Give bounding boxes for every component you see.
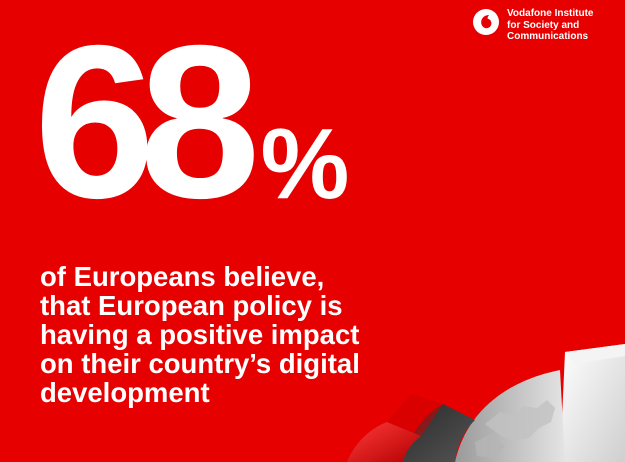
brand-name: Vodafone Institute for Society and Commu… <box>507 8 611 43</box>
stat-percent-sign: % <box>260 108 350 220</box>
statement-text: of Europeans believe, that European poli… <box>40 262 420 407</box>
statement-line: of Europeans believe, <box>40 261 325 292</box>
stat-number: 68 <box>34 1 261 244</box>
brand-name-line: for Society and <box>507 19 580 31</box>
europe-globe-3d-icon <box>325 342 625 462</box>
statement-line: on their country’s digital <box>40 348 360 379</box>
statement-line: having a positive impact <box>40 319 360 350</box>
brand-name-line: Communications <box>507 31 589 42</box>
headline-stat: 68 % <box>34 1 350 244</box>
statement-line: development <box>40 377 210 408</box>
vodafone-logo-icon <box>473 9 499 35</box>
statement-line: that European policy is <box>40 290 343 321</box>
brand-name-line: Vodafone Institute <box>507 8 594 19</box>
brand-header: Vodafone Institute for Society and Commu… <box>473 8 611 43</box>
